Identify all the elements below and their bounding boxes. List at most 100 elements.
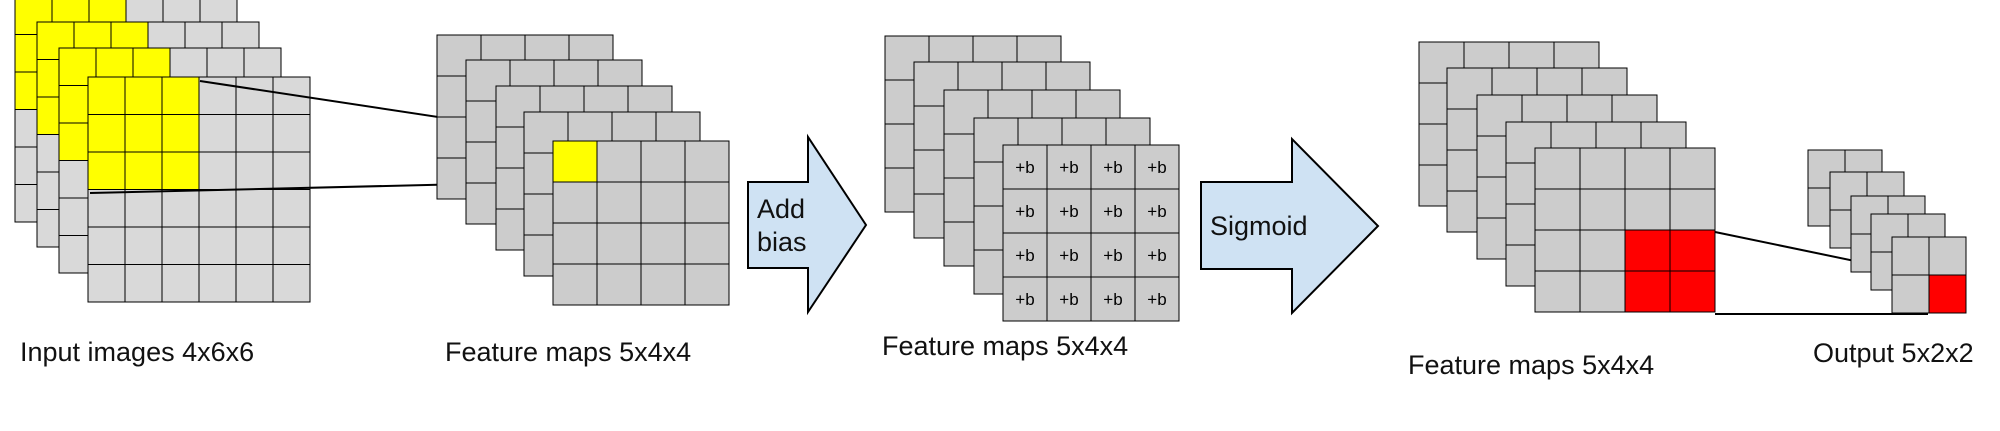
grid-cell: [124, 226, 163, 265]
grid-cell: [1891, 236, 1930, 276]
grid-cell: [1002, 232, 1048, 278]
grid-cell: [552, 263, 598, 306]
input-image-layer: [87, 76, 311, 303]
grid-cell: [1002, 276, 1048, 322]
bias-cell-label: +b: [1103, 290, 1122, 309]
grid-cell: [124, 264, 163, 303]
sigmoid-feature-map-layer: [1534, 147, 1716, 313]
sigmoid-feature-maps-label: Feature maps 5x4x4: [1408, 350, 1655, 380]
grid-cell: [161, 264, 200, 303]
grid-cell: [640, 140, 686, 183]
grid-cell: [161, 76, 200, 115]
grid-cell: [1134, 276, 1180, 322]
bias-cell-label: +b: [1059, 290, 1078, 309]
grid-cell: [235, 264, 274, 303]
grid-cell: [1579, 147, 1626, 190]
grid-cell: [1624, 147, 1671, 190]
grid-cell: [87, 114, 126, 153]
grid-cell: [235, 151, 274, 190]
grid-cell: [1046, 188, 1092, 234]
bias-cell-label: +b: [1015, 246, 1034, 265]
grid-cell: [1579, 270, 1626, 313]
grid-cell: [198, 151, 237, 190]
grid-cell: [1669, 229, 1716, 272]
bias-cell-label: +b: [1059, 246, 1078, 265]
grid-cell: [124, 76, 163, 115]
bias-cell-label: +b: [1103, 246, 1122, 265]
grid-cell: [552, 222, 598, 265]
grid-cell: [1534, 188, 1581, 231]
grid-cell: [552, 181, 598, 224]
grid-cell: [124, 189, 163, 228]
grid-cell: [272, 189, 311, 228]
grid-cell: [87, 189, 126, 228]
grid-cell: [87, 76, 126, 115]
grid-cell: [161, 189, 200, 228]
grid-cell: [1579, 188, 1626, 231]
grid-cell: [684, 222, 730, 265]
grid-cell: [596, 181, 642, 224]
bias-cell-label: +b: [1059, 158, 1078, 177]
grid-cell: [684, 140, 730, 183]
grid-cell: [272, 264, 311, 303]
grid-cell: [1579, 229, 1626, 272]
grid-cell: [161, 151, 200, 190]
grid-cell: [1928, 236, 1967, 276]
bias-cell-label: +b: [1015, 158, 1034, 177]
grid-cell: [596, 263, 642, 306]
add-bias-arrow-label: bias: [757, 227, 807, 257]
grid-cell: [684, 181, 730, 224]
grid-cell: [235, 76, 274, 115]
grid-cell: [124, 151, 163, 190]
input-images-label: Input images 4x6x6: [20, 337, 255, 367]
grid-cell: [161, 226, 200, 265]
grid-cell: [272, 114, 311, 153]
grid-cell: [161, 114, 200, 153]
bias-feature-map-layer: +b +b +b +b +b +b +b +b +b +b +b +b +b +b +b +b: [1002, 144, 1180, 322]
grid-cell: [87, 264, 126, 303]
grid-cell: [235, 114, 274, 153]
grid-cell: [1891, 274, 1930, 314]
grid-cell: [272, 226, 311, 265]
grid-cell: [198, 189, 237, 228]
bias-cell-label: +b: [1147, 290, 1166, 309]
bias-cell-label: +b: [1147, 246, 1166, 265]
grid-cell: [640, 181, 686, 224]
grid-cell: [14, 0, 53, 35]
grid-cell: [87, 151, 126, 190]
output-label: Output 5x2x2: [1813, 338, 1974, 368]
bias-cell-label: +b: [1103, 158, 1122, 177]
grid-cell: [272, 151, 311, 190]
conv-feature-maps-label: Feature maps 5x4x4: [445, 337, 692, 367]
grid-cell: [1669, 147, 1716, 190]
grid-cell: [198, 114, 237, 153]
sigmoid-arrow-label: Sigmoid: [1210, 211, 1308, 241]
grid-cell: [1624, 229, 1671, 272]
grid-cell: [1928, 274, 1967, 314]
grid-cell: [1090, 144, 1136, 190]
grid-cell: [1534, 229, 1581, 272]
grid-cell: [1624, 270, 1671, 313]
grid-cell: [198, 226, 237, 265]
grid-cell: [198, 264, 237, 303]
sigmoid-arrow: [1200, 136, 1380, 316]
bias-cell-label: +b: [1059, 202, 1078, 221]
bias-cell-label: +b: [1015, 290, 1034, 309]
grid-cell: [124, 114, 163, 153]
grid-cell: [1669, 188, 1716, 231]
grid-cell: [640, 222, 686, 265]
bias-feature-maps-label: Feature maps 5x4x4: [882, 331, 1129, 361]
grid-cell: [1134, 232, 1180, 278]
grid-cell: [1624, 188, 1671, 231]
add-bias-arrow: [747, 133, 868, 316]
grid-cell: [1534, 147, 1581, 190]
grid-cell: [235, 226, 274, 265]
bias-cell-label: +b: [1147, 202, 1166, 221]
output-map-layer: [1891, 236, 1967, 314]
grid-cell: [1046, 232, 1092, 278]
grid-cell: [552, 140, 598, 183]
grid-cell: [640, 263, 686, 306]
add-bias-arrow-label: Add: [757, 194, 805, 224]
bias-cell-label: +b: [1103, 202, 1122, 221]
